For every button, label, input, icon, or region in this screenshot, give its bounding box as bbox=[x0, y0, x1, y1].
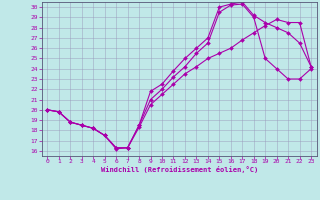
X-axis label: Windchill (Refroidissement éolien,°C): Windchill (Refroidissement éolien,°C) bbox=[100, 166, 258, 173]
